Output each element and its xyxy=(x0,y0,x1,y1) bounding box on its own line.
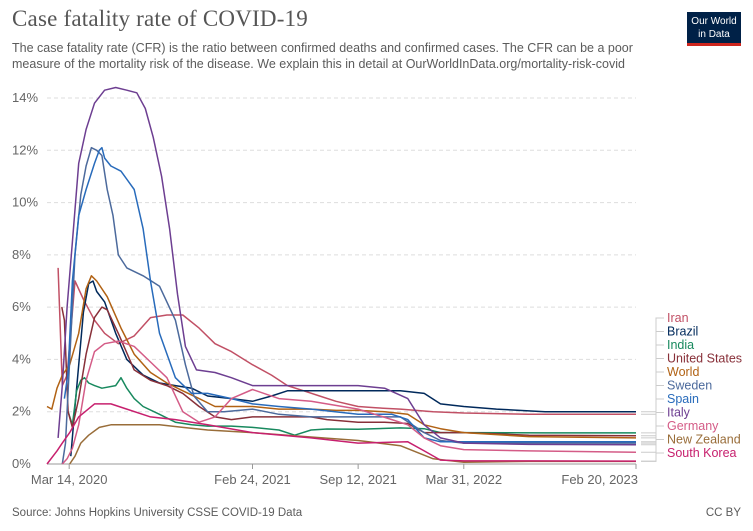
legend-label-spain[interactable]: Spain xyxy=(667,392,699,406)
legend-label-new-zealand[interactable]: New Zealand xyxy=(667,433,741,447)
logo-line-1: Our World xyxy=(691,15,737,27)
series-line-germany[interactable] xyxy=(61,340,637,465)
y-tick-label: 12% xyxy=(12,142,38,157)
license-label[interactable]: CC BY xyxy=(705,507,741,519)
legend-label-italy[interactable]: Italy xyxy=(667,406,691,420)
x-tick-label: Mar 31, 2022 xyxy=(425,472,502,487)
legend-label-iran[interactable]: Iran xyxy=(667,311,689,325)
y-tick-label: 10% xyxy=(12,195,38,210)
page-title: Case fatality rate of COVID-19 xyxy=(12,6,308,31)
series-line-india[interactable] xyxy=(67,376,636,436)
y-tick-label: 2% xyxy=(12,404,31,419)
legend-label-india[interactable]: India xyxy=(667,338,694,352)
legend-label-brazil[interactable]: Brazil xyxy=(667,325,698,339)
source-note: Source: Johns Hopkins University CSSE CO… xyxy=(12,507,303,519)
series-line-sweden[interactable] xyxy=(61,146,636,465)
y-tick-label: 6% xyxy=(12,299,31,314)
x-tick-label: Mar 14, 2020 xyxy=(31,472,108,487)
legend-label-world[interactable]: World xyxy=(667,365,699,379)
series-line-world[interactable] xyxy=(46,275,637,439)
legend-label-south-korea[interactable]: South Korea xyxy=(667,446,737,460)
legend-label-germany[interactable]: Germany xyxy=(667,419,719,433)
legend-connector xyxy=(641,317,664,415)
x-tick-label: Feb 24, 2021 xyxy=(214,472,291,487)
y-tick-label: 0% xyxy=(12,456,31,471)
line-chart: 0% 2% 4% 6% 8% 10% 12% 14% Mar 14, 2020 Feb 24, 2… xyxy=(12,86,742,487)
y-tick-label: 4% xyxy=(12,351,31,366)
series-line-iran[interactable] xyxy=(57,267,636,416)
series-line-south-korea[interactable] xyxy=(46,403,637,465)
owid-logo[interactable]: Our World in Data xyxy=(687,12,741,46)
chart-subtitle: The case fatality rate (CFR) is the rati… xyxy=(12,41,633,71)
legend-label-united-states[interactable]: United States xyxy=(667,352,742,366)
legend-connector xyxy=(641,452,664,462)
x-tick-label: Sep 12, 2021 xyxy=(319,472,396,487)
logo-line-2: in Data xyxy=(698,28,730,40)
x-tick-label: Feb 20, 2023 xyxy=(561,472,638,487)
legend-connector xyxy=(641,358,664,437)
series-line-spain[interactable] xyxy=(63,146,636,443)
legend-connector xyxy=(641,371,664,439)
legend-label-sweden[interactable]: Sweden xyxy=(667,379,712,393)
series-line-italy[interactable] xyxy=(57,86,637,446)
y-tick-label: 8% xyxy=(12,247,31,262)
y-tick-label: 14% xyxy=(12,90,38,105)
